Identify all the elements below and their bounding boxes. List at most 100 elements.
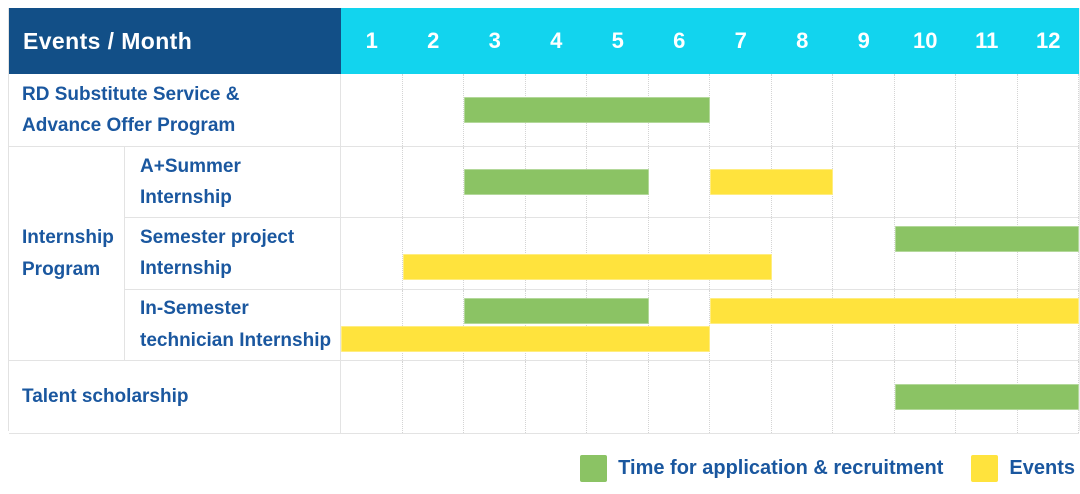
bar-event (341, 325, 710, 352)
month-cell (526, 218, 587, 289)
row-label-a-plus-summer-internship: A+Summer Internship (125, 147, 341, 218)
month-cell (1018, 74, 1079, 146)
row-group-internship-program: Internship Program A+Summer Internship Semes… (9, 147, 1079, 361)
month-cell (649, 218, 710, 289)
legend-item-application: Time for application & recruitment (580, 454, 944, 482)
month-cell (341, 289, 403, 360)
table-row-in-semester-technician-internship: In-Semester technician Internship (125, 289, 1079, 360)
month-cell (895, 74, 956, 146)
table-row-a-plus-summer-internship: A+Summer Internship (125, 147, 1079, 219)
label-line: technician Internship (140, 329, 332, 351)
bar-event (710, 297, 1079, 324)
month-cell (587, 289, 649, 360)
row-label-talent-scholarship: Talent scholarship (9, 361, 341, 433)
month-cell (833, 289, 895, 360)
month-cell (895, 147, 956, 218)
month-header-5: 5 (611, 28, 624, 53)
table-row-talent-scholarship: Talent scholarship (9, 361, 1079, 434)
month-cell (464, 289, 526, 360)
label-line: Advance Offer Program (22, 115, 236, 136)
month-cell (833, 361, 895, 433)
month-header-12: 12 (1036, 28, 1061, 53)
row-label-in-semester-technician-internship: In-Semester technician Internship (125, 289, 341, 360)
label-line: Internship (140, 187, 232, 209)
bar-event (402, 254, 772, 281)
month-header-1: 1 (365, 28, 378, 53)
table-body: RD Substitute Service & Advance Offer Pro… (9, 74, 1079, 434)
month-cell (772, 74, 833, 146)
month-cell (403, 147, 464, 218)
yellow-swatch-icon (971, 454, 999, 482)
month-cell (772, 218, 833, 289)
month-cell (1018, 218, 1079, 289)
bar-application (894, 226, 1079, 253)
month-cell (341, 218, 403, 289)
month-header-4: 4 (550, 28, 563, 53)
month-cell (956, 147, 1018, 218)
legend-label-application: Time for application & recruitment (618, 456, 944, 479)
month-cell (895, 218, 956, 289)
month-header-10: 10 (913, 28, 938, 53)
month-cell (772, 289, 833, 360)
header-events-month-label: Events / Month (9, 8, 341, 74)
bar-application (894, 384, 1079, 410)
month-cell (341, 147, 403, 218)
month-cell (526, 289, 587, 360)
label-line: RD Substitute Service & (22, 83, 240, 105)
month-cell (833, 147, 895, 218)
month-cell (526, 361, 587, 433)
month-cell (710, 74, 772, 146)
month-cell (403, 74, 464, 146)
month-cell (710, 289, 772, 360)
month-cell (341, 74, 403, 146)
month-cell (341, 361, 403, 433)
month-cell (895, 289, 956, 360)
row-label-rd-substitute-service: RD Substitute Service & Advance Offer Pro… (9, 74, 341, 146)
month-cell (956, 218, 1018, 289)
month-header-strip: 1 2 3 4 5 6 7 8 9 10 11 12 (341, 8, 1079, 74)
bar-application (464, 297, 649, 324)
legend-item-events: Events (971, 454, 1075, 482)
month-header-7: 7 (734, 28, 747, 53)
month-cell (403, 289, 464, 360)
timeline (341, 218, 1079, 289)
month-cell (833, 74, 895, 146)
month-cell (464, 361, 526, 433)
month-cell (956, 74, 1018, 146)
month-header-11: 11 (975, 28, 999, 53)
month-cell (1018, 147, 1079, 218)
month-cell (649, 361, 710, 433)
month-header-2: 2 (427, 28, 440, 53)
label-line: Program (22, 258, 101, 280)
label-line: Internship (22, 227, 114, 249)
label-line: Talent scholarship (22, 386, 189, 408)
events-month-table: Events / Month 1 2 3 4 5 6 7 8 9 10 11 12 RD Substi… (8, 8, 1080, 434)
bar-application (464, 97, 710, 123)
timeline (341, 289, 1079, 360)
month-header-8: 8 (796, 28, 809, 53)
timeline (341, 74, 1079, 146)
label-line: In-Semester (140, 298, 249, 320)
month-header-3: 3 (488, 28, 501, 53)
month-header-6: 6 (673, 28, 686, 53)
month-cell (587, 218, 649, 289)
month-cell (649, 289, 710, 360)
group-label-internship-program: Internship Program (9, 147, 125, 360)
month-cell (649, 147, 710, 218)
label-line: Semester project (140, 227, 295, 249)
table-row-semester-project-internship: Semester project Internship (125, 218, 1079, 290)
row-label-semester-project-internship: Semester project Internship (125, 218, 341, 289)
month-cell (1018, 289, 1079, 360)
month-cell (772, 361, 833, 433)
group-subrows: A+Summer Internship Semester project Intern… (125, 147, 1079, 360)
month-cell (956, 289, 1018, 360)
legend: Time for application & recruitment Event… (580, 449, 1075, 487)
month-cell (403, 361, 464, 433)
month-cell (464, 218, 526, 289)
month-cell (403, 218, 464, 289)
month-cell (833, 218, 895, 289)
bar-event (710, 169, 833, 196)
timeline (341, 361, 1079, 433)
month-cell (710, 361, 772, 433)
